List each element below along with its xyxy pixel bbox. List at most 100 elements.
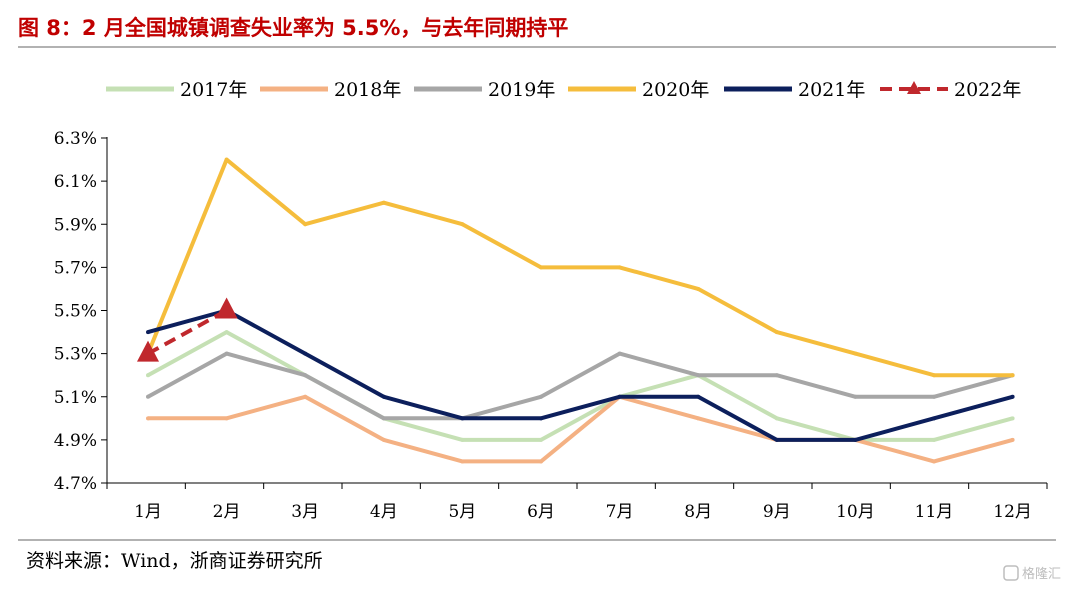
legend-label: 2020年	[642, 79, 709, 101]
data-point-2021	[381, 394, 386, 399]
data-point-2019	[146, 394, 150, 399]
legend-label: 2018年	[334, 79, 401, 101]
data-point-2021	[932, 416, 936, 421]
data-point-2019	[381, 416, 386, 421]
watermark-text: 格隆汇	[1022, 566, 1061, 582]
data-point-2021	[539, 416, 543, 421]
y-tick-label: 4.7%	[54, 474, 97, 494]
series-layer	[137, 157, 1015, 464]
watermark: 格隆汇	[1003, 565, 1061, 582]
data-point-2021	[303, 351, 308, 356]
data-point-2019	[932, 394, 936, 399]
legend-item-2018: 2018年	[260, 79, 401, 101]
data-point-2020	[224, 157, 229, 162]
data-point-2017	[774, 416, 779, 421]
data-point-2019	[617, 351, 622, 356]
data-point-2019	[853, 394, 858, 399]
data-point-2018	[539, 459, 543, 464]
data-point-2020	[617, 265, 622, 270]
data-point-2020	[774, 330, 779, 335]
data-point-2017	[224, 330, 229, 335]
x-tick-label: 8月	[684, 502, 712, 522]
data-point-2018	[224, 416, 229, 421]
legend-label: 2019年	[488, 79, 555, 101]
data-point-2020	[539, 265, 543, 270]
x-tick-label: 7月	[606, 502, 634, 522]
y-tick-label: 6.1%	[54, 172, 97, 192]
source-note: 资料来源：Wind，浙商证券研究所	[26, 550, 323, 572]
data-point-2021	[696, 394, 701, 399]
legend-item-2017: 2017年	[106, 79, 247, 101]
data-point-2020	[696, 286, 701, 291]
y-tick-label: 5.7%	[54, 258, 97, 278]
series-2022	[137, 297, 238, 362]
data-point-2017	[460, 437, 465, 442]
y-axis-ticks: 4.7% 4.9% 5.1% 5.3% 5.5% 5.7% 5.9% 6.1% 6.3%	[54, 129, 107, 494]
x-tick-label: 9月	[763, 502, 791, 522]
y-tick-label: 5.3%	[54, 345, 97, 365]
series-line-2017	[147, 330, 1014, 442]
data-point-2019	[303, 373, 308, 378]
y-tick-label: 5.1%	[54, 388, 97, 408]
series-2021	[146, 308, 1015, 442]
data-point-2017	[146, 373, 150, 378]
series-line-2021	[147, 308, 1014, 442]
x-tick-label: 1月	[134, 502, 162, 522]
data-point-2020	[932, 373, 936, 378]
x-axis-ticks: 1月 2月 3月 4月 5月 6月 7月 8月 9月 10月 11月 12月	[106, 483, 1048, 522]
data-point-2017	[539, 437, 543, 442]
data-point-2019	[774, 373, 779, 378]
data-point-2017	[932, 437, 936, 442]
data-point-2019	[224, 351, 229, 356]
legend-label: 2022年	[954, 79, 1021, 101]
x-tick-label: 3月	[291, 502, 319, 522]
x-tick-label: 4月	[370, 502, 398, 522]
data-point-2021	[774, 437, 779, 442]
legend-label: 2017年	[180, 79, 247, 101]
data-point-2022	[215, 297, 238, 319]
data-point-2021	[617, 394, 622, 399]
x-tick-label: 12月	[993, 502, 1032, 522]
data-point-2021	[146, 330, 150, 335]
data-point-2018	[146, 416, 150, 421]
data-point-2020	[460, 222, 465, 227]
legend: 2017年 2018年 2019年 2020年 2021年 2022年	[106, 79, 1021, 101]
legend-item-2022: 2022年	[880, 79, 1021, 101]
watermark-logo-icon	[1003, 565, 1019, 581]
series-line-2018	[148, 394, 1014, 464]
data-point-2018	[303, 394, 308, 399]
data-point-2021	[853, 437, 858, 442]
data-point-2020	[1010, 373, 1015, 378]
data-point-2020	[853, 351, 858, 356]
x-tick-label: 5月	[448, 502, 476, 522]
data-point-2021	[1010, 394, 1015, 399]
series-2019	[146, 351, 1015, 421]
data-point-2019	[539, 394, 543, 399]
x-tick-label: 11月	[915, 502, 954, 522]
legend-marker	[907, 81, 921, 94]
legend-label: 2021年	[798, 79, 865, 101]
data-point-2018	[696, 416, 701, 421]
legend-item-2020: 2020年	[568, 79, 709, 101]
data-point-2018	[460, 459, 465, 464]
y-tick-label: 5.5%	[54, 302, 97, 322]
data-point-2021	[460, 416, 465, 421]
y-tick-label: 6.3%	[54, 129, 97, 149]
x-tick-label: 6月	[527, 502, 555, 522]
data-point-2019	[696, 373, 701, 378]
data-point-2018	[1010, 437, 1015, 442]
data-point-2022	[137, 340, 159, 362]
data-point-2018	[932, 459, 936, 464]
chart-title: 图 8：2 月全国城镇调查失业率为 5.5%，与去年同期持平	[18, 16, 568, 40]
legend-item-2021: 2021年	[724, 79, 865, 101]
data-point-2018	[381, 437, 386, 442]
data-point-2020	[381, 200, 386, 205]
series-2017	[146, 330, 1015, 442]
series-2020	[146, 157, 1015, 378]
y-tick-label: 4.9%	[54, 431, 97, 451]
series-2018	[146, 394, 1015, 464]
x-tick-label: 10月	[836, 502, 875, 522]
series-line-2022	[147, 308, 228, 356]
x-tick-label: 2月	[213, 502, 241, 522]
